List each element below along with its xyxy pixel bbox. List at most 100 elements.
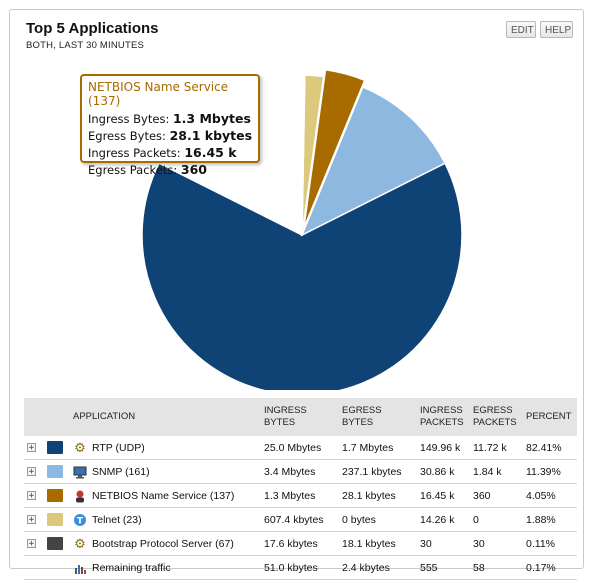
application-cell[interactable]: ⚙ RTP (UDP) xyxy=(70,436,261,460)
egress-packets-cell: 30 xyxy=(470,531,523,556)
header-line: EGRESS xyxy=(473,405,513,416)
application-cell[interactable]: ⚙ Bootstrap Protocol Server (67) xyxy=(70,531,261,556)
percent-cell: 0.17% xyxy=(523,555,577,580)
color-swatch xyxy=(47,537,63,550)
table-row[interactable]: + ⚙ RTP (UDP) 25.0 Mbytes 1.7 Mbytes 149.… xyxy=(24,436,577,460)
tooltip-label: Egress Packets: xyxy=(88,163,178,177)
tooltip-title: NETBIOS Name Service (137) xyxy=(88,80,229,108)
egress-packets-column-header[interactable]: EGRESS PACKETS xyxy=(470,398,523,436)
egress-bytes-column-header[interactable]: EGRESS BYTES xyxy=(339,398,417,436)
color-swatch xyxy=(47,441,63,454)
chart-tooltip: NETBIOS Name Service (137) Ingress Bytes… xyxy=(80,74,260,177)
application-name: SNMP (161) xyxy=(92,465,150,478)
expand-toggle-icon[interactable]: + xyxy=(27,467,36,478)
telnet-icon: T xyxy=(73,513,87,527)
color-cell xyxy=(44,459,70,484)
tooltip-line: Ingress Bytes: 1.3 Mbytes xyxy=(88,110,252,127)
applications-table: APPLICATION INGRESS BYTES EGRESS BYTES ING… xyxy=(24,398,577,580)
percent-cell: 11.39% xyxy=(523,459,577,484)
percent-column-header[interactable]: PERCENT xyxy=(523,398,577,436)
gears-icon: ⚙ xyxy=(74,439,86,455)
header-line: EGRESS xyxy=(342,405,382,416)
expand-cell[interactable]: + xyxy=(24,531,44,556)
monitor-icon xyxy=(73,465,87,479)
tooltip-value: 1.3 Mbytes xyxy=(172,111,251,126)
ingress-bytes-cell: 607.4 kbytes xyxy=(261,507,339,532)
table-header-row: APPLICATION INGRESS BYTES EGRESS BYTES ING… xyxy=(24,398,577,436)
application-cell[interactable]: NETBIOS Name Service (137) xyxy=(70,483,261,508)
color-cell xyxy=(44,531,70,556)
expand-cell[interactable]: + xyxy=(24,459,44,484)
color-cell xyxy=(44,436,70,460)
table-row-remaining: Remaining traffic 51.0 kbytes 2.4 kbytes… xyxy=(24,555,577,580)
color-swatch xyxy=(47,465,63,478)
tooltip-value: 360 xyxy=(180,162,207,177)
color-swatch xyxy=(47,489,63,502)
egress-bytes-cell: 237.1 kbytes xyxy=(339,459,417,484)
tooltip-line: Ingress Packets: 16.45 k xyxy=(88,144,252,161)
application-cell[interactable]: T Telnet (23) xyxy=(70,507,261,532)
egress-bytes-cell: 1.7 Mbytes xyxy=(339,436,417,460)
expand-cell[interactable]: + xyxy=(24,507,44,532)
table-row[interactable]: + NETBIOS Name Service (137) 1.3 Mbytes … xyxy=(24,483,577,508)
table-row[interactable]: + T Telnet (23) 607.4 kbytes 0 bytes 14.2… xyxy=(24,507,577,532)
pie-slice[interactable] xyxy=(300,86,447,237)
tooltip-label: Egress Bytes: xyxy=(88,129,166,143)
egress-bytes-cell: 0 bytes xyxy=(339,507,417,532)
expand-toggle-icon[interactable]: + xyxy=(27,491,36,502)
header-line: BYTES xyxy=(342,417,374,428)
application-name: Telnet (23) xyxy=(92,513,142,526)
color-column-header xyxy=(44,398,70,436)
tooltip-line: Egress Bytes: 28.1 kbytes xyxy=(88,127,252,144)
egress-packets-cell: 58 xyxy=(470,555,523,580)
ingress-packets-cell: 30.86 k xyxy=(417,459,470,484)
percent-cell: 82.41% xyxy=(523,436,577,460)
expand-toggle-icon[interactable]: + xyxy=(27,539,36,550)
tooltip-label: Ingress Packets: xyxy=(88,146,181,160)
color-cell xyxy=(44,507,70,532)
table-row[interactable]: + SNMP (161) 3.4 Mbytes 237.1 kbytes 30.… xyxy=(24,459,577,484)
ingress-packets-cell: 14.26 k xyxy=(417,507,470,532)
gears-icon: ⚙ xyxy=(74,535,86,551)
ingress-bytes-cell: 51.0 kbytes xyxy=(261,555,339,580)
percent-cell: 1.88% xyxy=(523,507,577,532)
ingress-bytes-cell: 17.6 kbytes xyxy=(261,531,339,556)
expand-toggle-icon[interactable]: + xyxy=(27,515,36,526)
ingress-packets-cell: 555 xyxy=(417,555,470,580)
color-cell xyxy=(44,483,70,508)
egress-packets-cell: 11.72 k xyxy=(470,436,523,460)
user-icon xyxy=(73,489,87,503)
pie-slice[interactable] xyxy=(301,74,305,236)
pie-chart[interactable] xyxy=(10,10,585,390)
application-name: RTP (UDP) xyxy=(92,441,145,454)
pie-slice[interactable] xyxy=(303,68,366,229)
help-button[interactable]: HELP xyxy=(540,21,573,38)
expand-cell[interactable]: + xyxy=(24,436,44,460)
application-column-header[interactable]: APPLICATION xyxy=(70,398,261,436)
top-applications-widget: Top 5 Applications BOTH, LAST 30 MINUTES… xyxy=(9,9,585,580)
svg-text:T: T xyxy=(77,516,84,526)
ingress-packets-column-header[interactable]: INGRESS PACKETS xyxy=(417,398,470,436)
application-name: Remaining traffic xyxy=(92,561,171,574)
header-line: PACKETS xyxy=(473,417,517,428)
color-cell xyxy=(44,555,70,580)
header-line: BYTES xyxy=(264,417,296,428)
egress-bytes-cell: 2.4 kbytes xyxy=(339,555,417,580)
ingress-packets-cell: 16.45 k xyxy=(417,483,470,508)
egress-packets-cell: 360 xyxy=(470,483,523,508)
ingress-bytes-cell: 3.4 Mbytes xyxy=(261,459,339,484)
percent-cell: 0.11% xyxy=(523,531,577,556)
tooltip-value: 16.45 k xyxy=(184,145,237,160)
expand-cell[interactable]: + xyxy=(24,483,44,508)
edit-button[interactable]: EDIT xyxy=(506,21,536,38)
egress-bytes-cell: 28.1 kbytes xyxy=(339,483,417,508)
tooltip-line: Egress Packets: 360 xyxy=(88,161,252,178)
table-row[interactable]: + ⚙ Bootstrap Protocol Server (67) 17.6 k… xyxy=(24,531,577,556)
egress-packets-cell: 1.84 k xyxy=(470,459,523,484)
widget-title: Top 5 Applications xyxy=(26,20,159,37)
ingress-packets-cell: 149.96 k xyxy=(417,436,470,460)
ingress-bytes-column-header[interactable]: INGRESS BYTES xyxy=(261,398,339,436)
application-cell[interactable]: SNMP (161) xyxy=(70,459,261,484)
header-line: PACKETS xyxy=(420,417,464,428)
expand-toggle-icon[interactable]: + xyxy=(27,443,36,454)
